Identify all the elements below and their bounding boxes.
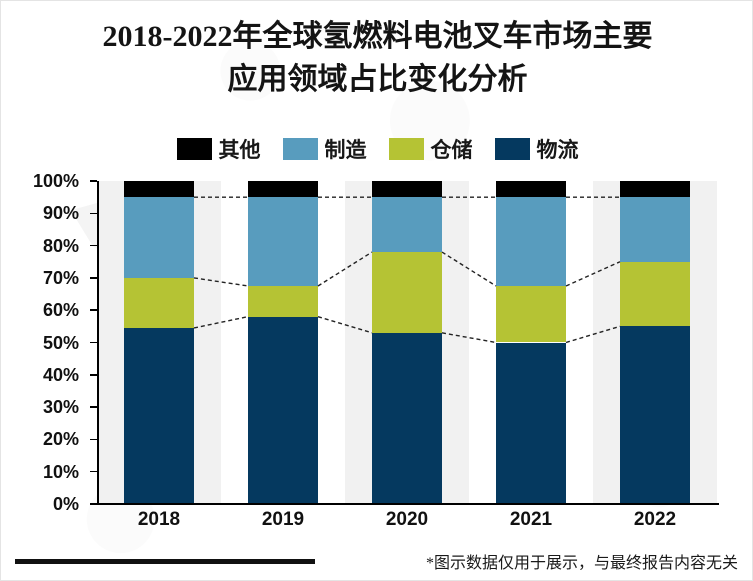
footer-rule <box>15 558 315 564</box>
legend-swatch-logistics <box>494 138 530 160</box>
bar-slot-2021 <box>469 181 593 504</box>
chart-title-line-2: 应用领域占比变化分析 <box>227 63 528 96</box>
y-axis-tick <box>90 244 97 247</box>
y-axis-tick-label: 40% <box>42 364 79 385</box>
y-axis-tick <box>90 374 97 376</box>
legend-label-warehousing: 仓储 <box>430 138 473 162</box>
bar-segment-2020-仓储[interactable] <box>372 252 442 333</box>
x-axis-label-2018: 2018 <box>137 509 181 530</box>
bar-segment-2019-其他[interactable] <box>248 181 318 198</box>
x-axis-label-2022: 2022 <box>633 509 677 530</box>
legend-item-other[interactable]: 其他 <box>176 134 261 164</box>
y-axis-tick <box>90 212 97 215</box>
y-axis-tick <box>90 438 97 441</box>
bar-slot-2019 <box>221 181 345 504</box>
y-axis-tick-label: 0% <box>52 494 79 514</box>
bar-segment-2020-物流[interactable] <box>372 332 442 504</box>
legend-swatch-warehousing <box>388 138 424 160</box>
legend-swatch-manufacturing <box>282 138 318 160</box>
chart-footer: *图示数据仅用于展示，与最终报告内容无关 <box>1 546 752 576</box>
y-axis-tick-label: 70% <box>42 267 79 288</box>
y-axis-tick-label: 30% <box>42 397 79 418</box>
bar-segment-2022-其他[interactable] <box>620 181 690 198</box>
y-axis-tick <box>90 341 97 344</box>
bar-segment-2019-物流[interactable] <box>248 316 318 504</box>
y-axis-tick <box>90 406 97 408</box>
bar-segment-2022-仓储[interactable] <box>620 261 690 327</box>
y-axis-tick <box>90 180 97 182</box>
bar-segment-2021-物流[interactable] <box>496 342 566 504</box>
bar-slot-2022 <box>593 181 717 504</box>
footer-note: *图示数据仅用于展示，与最终报告内容无关 <box>425 555 738 572</box>
y-axis-tick-label: 60% <box>42 300 79 321</box>
stacked-bar-2022[interactable] <box>620 181 690 504</box>
bar-segment-2022-物流[interactable] <box>620 326 690 504</box>
bars-layer <box>97 181 717 504</box>
bar-segment-2020-制造[interactable] <box>372 197 442 253</box>
y-axis-tick-label: 50% <box>42 332 79 353</box>
chart-title-line-1: 2018-2022年全球氢燃料电池叉车市场主要 <box>102 20 653 53</box>
legend-label-manufacturing: 制造 <box>324 138 367 162</box>
legend-item-manufacturing[interactable]: 制造 <box>282 134 367 164</box>
y-axis-tick <box>90 503 97 505</box>
y-axis-tick-label: 10% <box>42 461 79 482</box>
legend-item-warehousing[interactable]: 仓储 <box>388 134 473 164</box>
x-axis-label-2019: 2019 <box>261 509 305 530</box>
bar-segment-2020-其他[interactable] <box>372 181 442 198</box>
y-axis-tick-label: 100% <box>32 171 79 191</box>
bar-slot-2018 <box>97 181 221 504</box>
bar-segment-2019-仓储[interactable] <box>248 285 318 317</box>
y-axis-tick-label: 80% <box>42 235 79 256</box>
x-axis-label-2021: 2021 <box>509 509 553 530</box>
bar-segment-2021-其他[interactable] <box>496 181 566 198</box>
x-axis-labels: 2018 2019 2020 2021 2022 <box>97 509 717 537</box>
bar-segment-2021-仓储[interactable] <box>496 285 566 343</box>
chart-title: 2018-2022年全球氢燃料电池叉车市场主要 应用领域占比变化分析 <box>1 15 752 101</box>
y-axis-labels: 0% 10% 20% 30% 40% 50% 60% 70% 80% 90% 100% <box>1 1 89 580</box>
bar-segment-2019-制造[interactable] <box>248 197 318 286</box>
stacked-bar-2021[interactable] <box>496 181 566 504</box>
y-axis-tick-label: 90% <box>42 203 79 224</box>
y-axis-tick <box>90 309 97 311</box>
legend-label-logistics: 物流 <box>536 138 579 162</box>
x-axis-label-2020: 2020 <box>385 509 429 530</box>
stacked-bar-2020[interactable] <box>372 181 442 504</box>
stacked-bar-2019[interactable] <box>248 181 318 504</box>
stacked-bar-2018[interactable] <box>124 181 194 504</box>
bar-segment-2018-仓储[interactable] <box>124 277 194 328</box>
y-axis-line <box>97 181 99 505</box>
bar-segment-2021-制造[interactable] <box>496 197 566 286</box>
bar-segment-2018-物流[interactable] <box>124 327 194 504</box>
legend-swatch-other <box>176 138 212 160</box>
bar-segment-2018-其他[interactable] <box>124 181 194 198</box>
x-axis-line <box>97 503 719 505</box>
y-axis-tick-label: 20% <box>42 429 79 450</box>
bar-segment-2022-制造[interactable] <box>620 197 690 262</box>
legend-item-logistics[interactable]: 物流 <box>494 134 579 164</box>
y-axis-tick <box>90 277 97 279</box>
bar-slot-2020 <box>345 181 469 504</box>
legend-label-other: 其他 <box>218 138 261 162</box>
y-axis-tick <box>90 470 97 473</box>
chart-legend: 其他 制造 仓储 物流 <box>1 134 752 164</box>
bar-segment-2018-制造[interactable] <box>124 197 194 278</box>
